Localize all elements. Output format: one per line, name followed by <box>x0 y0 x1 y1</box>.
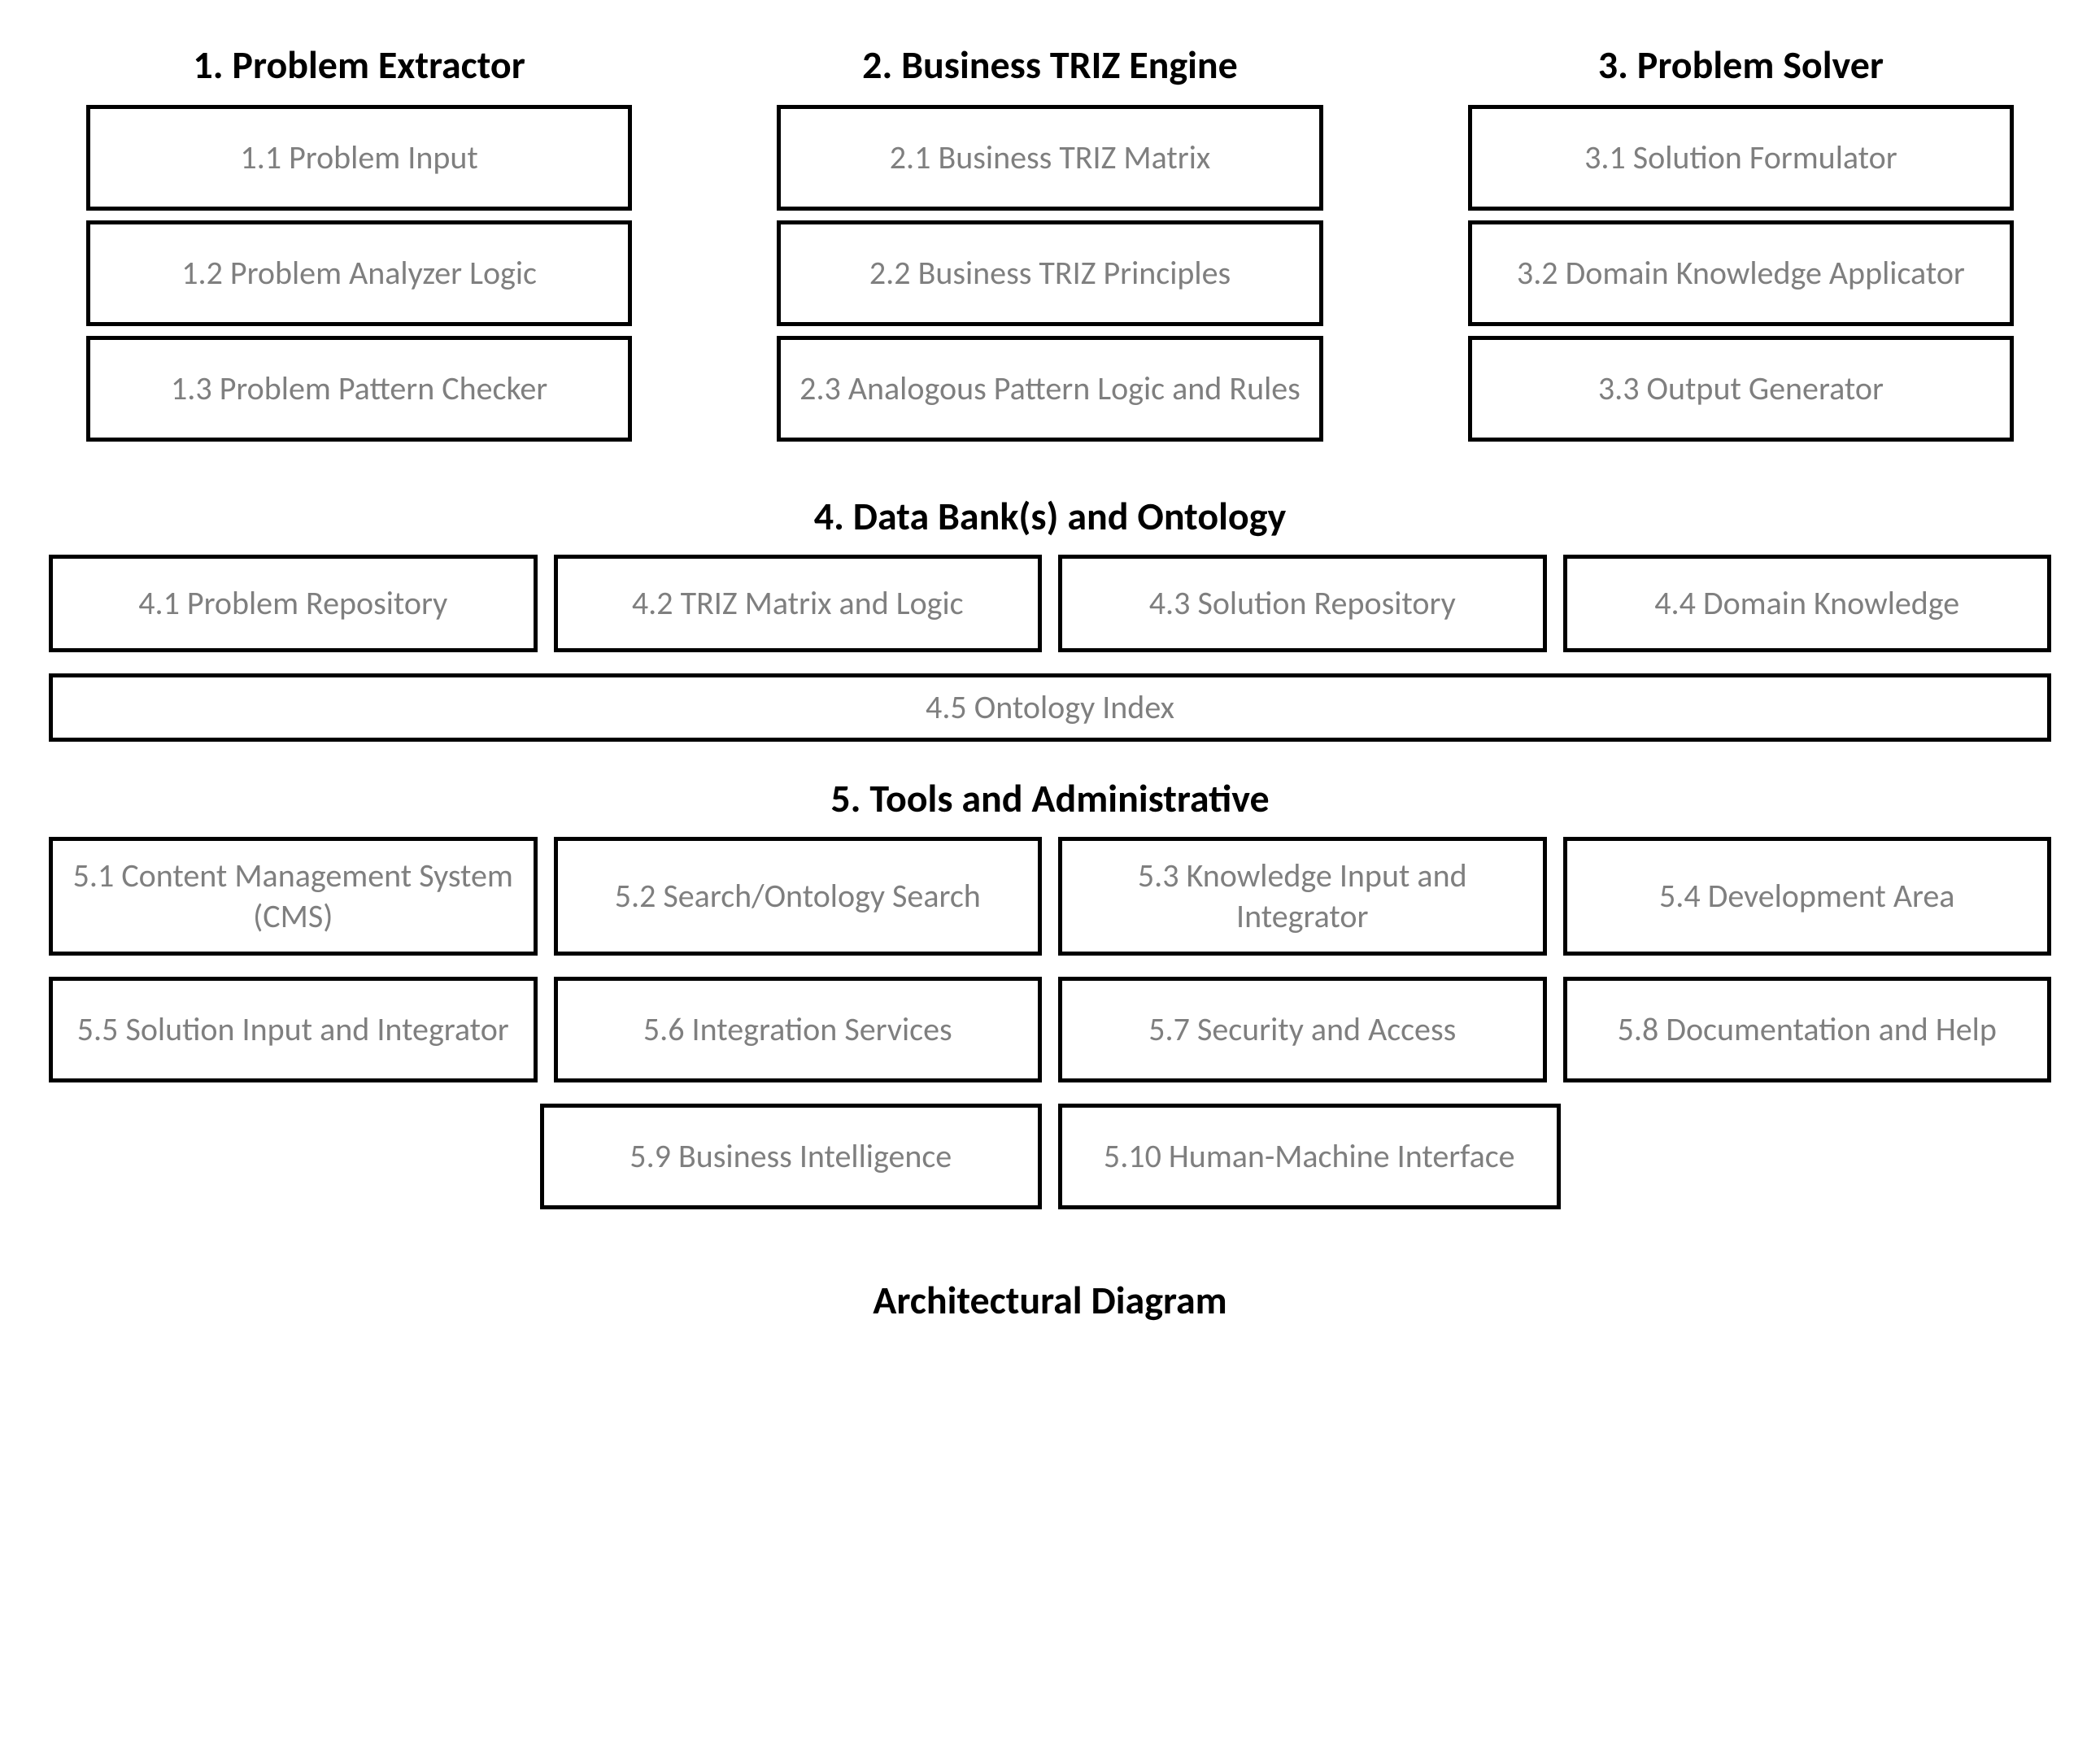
box-1-1: 1.1 Problem Input <box>86 105 633 211</box>
section-2: 2. Business TRIZ Engine 2.1 Business TRI… <box>739 41 1360 451</box>
box-4-5: 4.5 Ontology Index <box>49 673 2051 742</box>
section-2-title: 2. Business TRIZ Engine <box>862 41 1238 89</box>
top-sections-row: 1. Problem Extractor 1.1 Problem Input 1… <box>49 41 2051 451</box>
box-4-1: 4.1 Problem Repository <box>49 555 538 652</box>
box-5-7: 5.7 Security and Access <box>1058 977 1547 1082</box>
section-1-title: 1. Problem Extractor <box>193 41 525 89</box>
box-5-5: 5.5 Solution Input and Integrator <box>49 977 538 1082</box>
diagram-caption: Architectural Diagram <box>49 1276 2051 1324</box>
box-5-4: 5.4 Development Area <box>1563 837 2052 956</box>
section-5-row1: 5.1 Content Management System (CMS) 5.2 … <box>49 837 2051 965</box>
box-5-2: 5.2 Search/Ontology Search <box>554 837 1043 956</box>
section-1: 1. Problem Extractor 1.1 Problem Input 1… <box>49 41 669 451</box>
section-3-title: 3. Problem Solver <box>1598 41 1884 89</box>
section-4-title: 4. Data Bank(s) and Ontology <box>49 492 2051 540</box>
box-1-2: 1.2 Problem Analyzer Logic <box>86 220 633 326</box>
box-5-9: 5.9 Business Intelligence <box>540 1104 1043 1209</box>
box-3-2: 3.2 Domain Knowledge Applicator <box>1468 220 2015 326</box>
box-5-1: 5.1 Content Management System (CMS) <box>49 837 538 956</box>
box-1-3: 1.3 Problem Pattern Checker <box>86 336 633 442</box>
spacer-left <box>49 1104 524 1219</box>
box-2-3: 2.3 Analogous Pattern Logic and Rules <box>777 336 1323 442</box>
architectural-diagram: 1. Problem Extractor 1.1 Problem Input 1… <box>49 41 2051 1324</box>
box-5-10: 5.10 Human-Machine Interface <box>1058 1104 1561 1209</box>
section-5: 5. Tools and Administrative 5.1 Content … <box>49 774 2051 1219</box>
box-4-3: 4.3 Solution Repository <box>1058 555 1547 652</box>
box-3-3: 3.3 Output Generator <box>1468 336 2015 442</box>
box-3-1: 3.1 Solution Formulator <box>1468 105 2015 211</box>
box-2-1: 2.1 Business TRIZ Matrix <box>777 105 1323 211</box>
section-4: 4. Data Bank(s) and Ontology 4.1 Problem… <box>49 492 2051 742</box>
section-5-title: 5. Tools and Administrative <box>49 774 2051 822</box>
box-2-2: 2.2 Business TRIZ Principles <box>777 220 1323 326</box>
box-5-8: 5.8 Documentation and Help <box>1563 977 2052 1082</box>
section-4-row1: 4.1 Problem Repository 4.2 TRIZ Matrix a… <box>49 555 2051 662</box>
box-5-6: 5.6 Integration Services <box>554 977 1043 1082</box>
box-5-3: 5.3 Knowledge Input and Integrator <box>1058 837 1547 956</box>
spacer-right <box>1577 1104 2052 1219</box>
section-3: 3. Problem Solver 3.1 Solution Formulato… <box>1431 41 2051 451</box>
section-5-row2: 5.5 Solution Input and Integrator 5.6 In… <box>49 977 2051 1092</box>
box-4-4: 4.4 Domain Knowledge <box>1563 555 2052 652</box>
box-4-2: 4.2 TRIZ Matrix and Logic <box>554 555 1043 652</box>
section-5-row3: 5.9 Business Intelligence 5.10 Human-Mac… <box>49 1104 2051 1219</box>
